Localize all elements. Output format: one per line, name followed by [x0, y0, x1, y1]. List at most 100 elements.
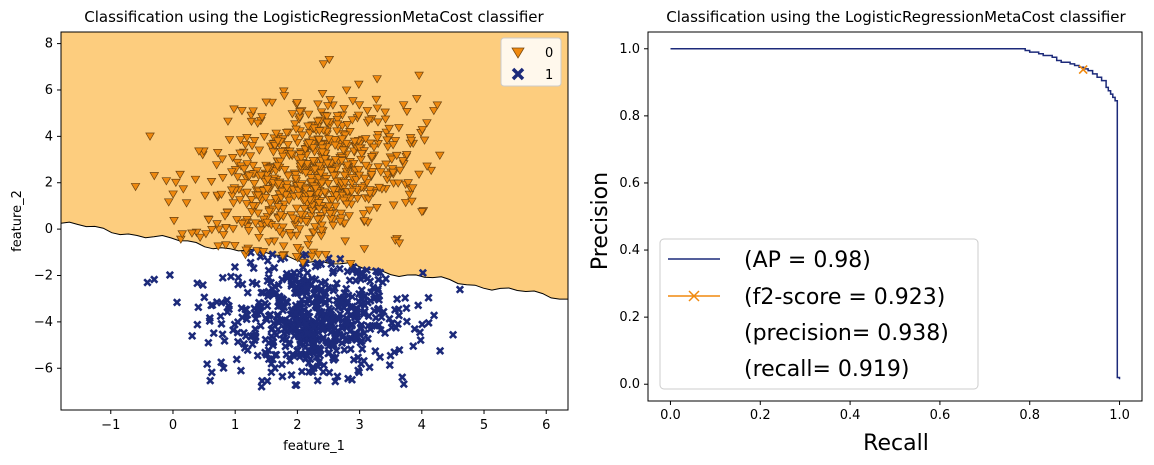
- class-1-point: [398, 373, 407, 382]
- class-0-point: [270, 194, 281, 204]
- class-1-point: [291, 309, 300, 318]
- y-tick-label: 6: [45, 83, 53, 98]
- class-0-point: [353, 111, 364, 120]
- class-0-point: [221, 224, 231, 233]
- class-1-point: [270, 350, 280, 360]
- class-0-point: [273, 180, 284, 189]
- class-0-point: [359, 245, 370, 254]
- class-1-point: [263, 256, 272, 265]
- class-0-point: [388, 201, 399, 210]
- class-1-point: [357, 336, 366, 346]
- class-1-point: [316, 287, 325, 296]
- class-1-point: [301, 250, 310, 259]
- class-1-point: [367, 288, 376, 297]
- class-0-point: [290, 134, 300, 143]
- class-1-point: [285, 356, 295, 365]
- class-1-point: [391, 323, 401, 332]
- class-1-point: [264, 273, 273, 282]
- class-1-point: [282, 297, 291, 306]
- class-0-point: [380, 115, 391, 124]
- class-1-point: [315, 351, 325, 360]
- class-0-point: [323, 102, 333, 111]
- class-0-point: [323, 179, 334, 189]
- class-0-point: [293, 191, 304, 201]
- class-0-point: [313, 100, 323, 109]
- class-0-point: [305, 191, 316, 200]
- class-1-point: [367, 321, 377, 331]
- class-0-point: [280, 166, 290, 175]
- class-1-point: [274, 292, 284, 301]
- class-0-point: [422, 119, 432, 128]
- class-1-point: [188, 331, 197, 341]
- class-1-point: [289, 268, 299, 277]
- y-tick-label: 0.2: [619, 310, 640, 325]
- class-1-point: [436, 346, 445, 355]
- class-0-point: [417, 126, 428, 135]
- class-0-point: [372, 134, 383, 143]
- class-1-point: [324, 283, 333, 292]
- y-tick-label: 4: [45, 129, 53, 144]
- class-1-point: [312, 300, 321, 309]
- class-0-point: [227, 154, 238, 163]
- x-tick-label: 0.0: [660, 408, 681, 423]
- class-0-point: [253, 191, 263, 200]
- class-0-point: [382, 136, 392, 145]
- class-1-point: [342, 336, 351, 345]
- legend-precision: (precision= 0.938): [744, 321, 949, 346]
- class-0-point: [178, 185, 189, 194]
- class-1-point: [223, 296, 232, 305]
- class-0-point: [264, 207, 275, 216]
- class-0-point: [403, 179, 414, 188]
- class-0-point: [366, 171, 377, 180]
- class-0-point: [316, 226, 327, 235]
- class-1-point: [276, 301, 285, 310]
- class-0-point: [291, 204, 302, 213]
- class-1-point: [278, 275, 287, 284]
- class-0-point: [324, 55, 335, 65]
- class-1-point: [299, 311, 308, 320]
- y-tick-label: 8: [45, 37, 53, 52]
- class-1-point: [355, 289, 364, 299]
- class-1-point: [302, 320, 311, 329]
- class-1-point: [316, 259, 326, 269]
- class-0-point: [388, 141, 398, 150]
- class-0-point: [353, 80, 364, 89]
- class-0-point: [325, 210, 335, 219]
- class-1-point: [292, 381, 301, 390]
- class-0-point: [235, 149, 245, 158]
- class-0-point: [317, 179, 327, 188]
- class-0-point: [302, 160, 313, 169]
- class-1-point: [233, 328, 242, 337]
- class-0-point: [432, 101, 443, 110]
- class-0-point: [277, 187, 287, 196]
- class-1-point: [424, 318, 433, 327]
- class-0-point: [337, 157, 347, 166]
- class-0-point: [243, 227, 254, 236]
- class-0-point: [362, 107, 373, 116]
- class-1-point: [277, 360, 287, 369]
- class-0-point: [206, 177, 217, 187]
- class-1-point: [298, 274, 307, 283]
- class-1-point: [321, 288, 330, 298]
- class-0-point: [342, 121, 353, 130]
- class-0-point: [280, 191, 291, 200]
- x-tick-label: −1: [101, 418, 120, 433]
- class-0-point: [314, 127, 325, 136]
- class-0-point: [232, 173, 243, 182]
- class-0-point: [290, 120, 300, 129]
- class-1-point: [371, 266, 381, 276]
- class-1-point: [165, 270, 175, 280]
- class-0-point: [248, 107, 258, 116]
- class-1-point: [193, 279, 202, 288]
- class-0-point: [276, 148, 287, 157]
- class-0-point: [314, 199, 324, 208]
- class-1-point: [336, 309, 345, 319]
- class-0-point: [308, 144, 318, 153]
- x-tick-label: 6: [542, 418, 550, 433]
- class-0-point: [340, 237, 351, 246]
- class-0-point: [283, 172, 294, 181]
- class-0-point: [354, 101, 365, 110]
- class-1-point: [264, 266, 273, 275]
- class-0-point: [295, 150, 305, 159]
